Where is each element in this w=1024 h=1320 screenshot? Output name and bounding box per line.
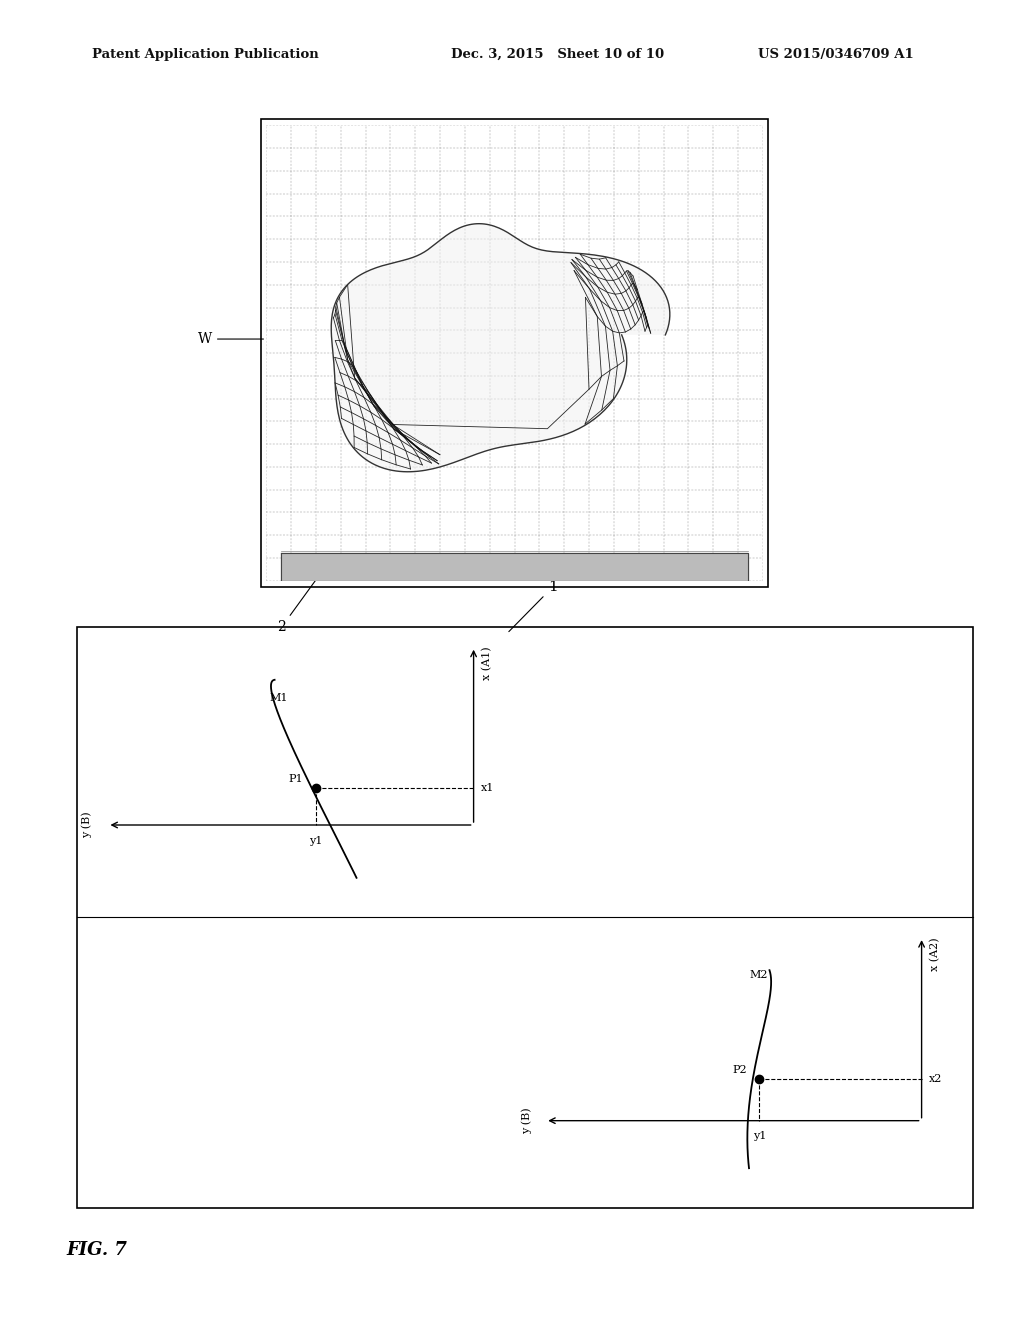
Text: y (B): y (B) <box>82 812 92 838</box>
Text: P1: P1 <box>289 774 303 784</box>
Text: 2: 2 <box>278 574 321 635</box>
Text: M2: M2 <box>749 970 768 981</box>
Text: x2: x2 <box>929 1074 942 1084</box>
Text: x1: x1 <box>481 783 495 793</box>
Text: W: W <box>198 333 263 346</box>
Polygon shape <box>282 553 748 581</box>
Bar <box>77 627 973 1208</box>
Text: US 2015/0346709 A1: US 2015/0346709 A1 <box>758 48 913 61</box>
Text: FIG. 7: FIG. 7 <box>67 1241 127 1259</box>
Text: y1: y1 <box>753 1131 766 1142</box>
Text: P2: P2 <box>732 1065 746 1074</box>
Text: Patent Application Publication: Patent Application Publication <box>92 48 318 61</box>
Text: x (A2): x (A2) <box>930 937 940 970</box>
Polygon shape <box>331 223 670 471</box>
Text: M1: M1 <box>269 693 288 704</box>
Bar <box>261 119 768 587</box>
Text: Dec. 3, 2015   Sheet 10 of 10: Dec. 3, 2015 Sheet 10 of 10 <box>451 48 664 61</box>
Text: y1: y1 <box>309 836 323 846</box>
Text: x (A1): x (A1) <box>481 647 493 680</box>
Text: 1: 1 <box>509 579 558 631</box>
Text: y (B): y (B) <box>521 1107 532 1134</box>
